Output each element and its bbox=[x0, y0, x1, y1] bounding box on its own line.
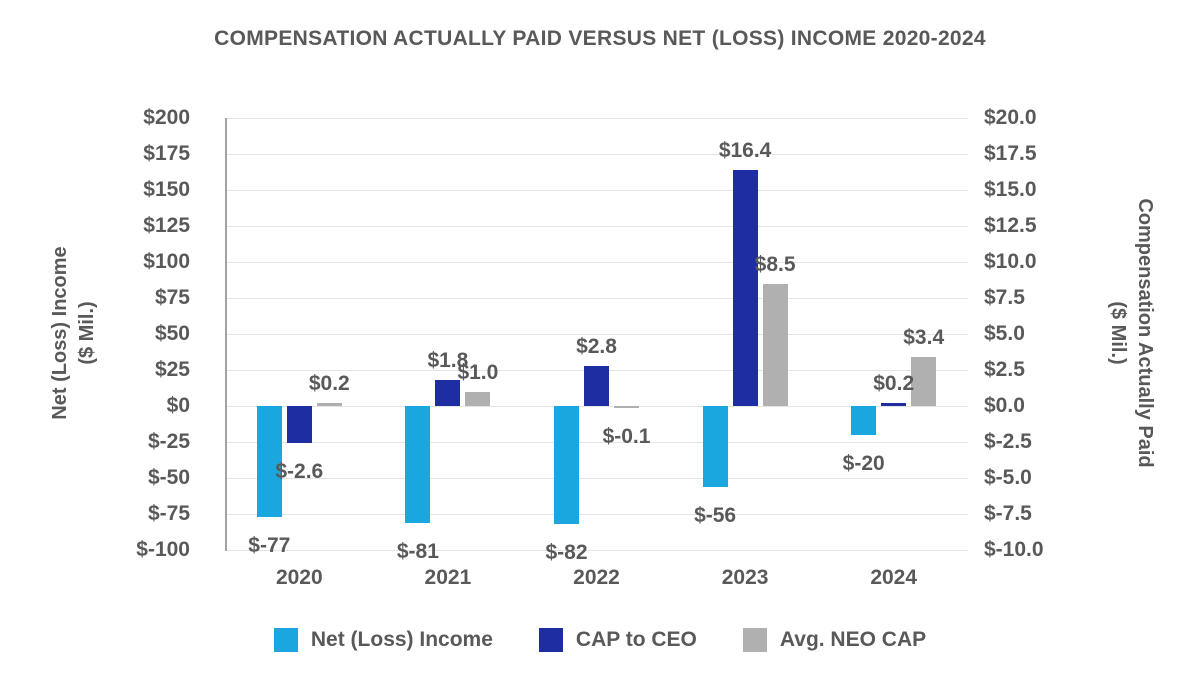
right-axis-tick-label: $12.5 bbox=[984, 214, 1037, 237]
left-axis-tick-label: $-50 bbox=[147, 466, 190, 489]
bar-value-label-avg-neo-cap-2020: $0.2 bbox=[308, 372, 350, 396]
left-axis-tick-label: $100 bbox=[143, 250, 190, 273]
left-axis-tick-label: $75 bbox=[154, 286, 190, 309]
bar-net-loss-income-2020 bbox=[256, 406, 282, 517]
bar-value-label-avg-neo-cap-2021: $1.0 bbox=[457, 360, 499, 384]
left-axis-tick-label: $200 bbox=[143, 106, 190, 129]
left-axis-tick-label: $0 bbox=[166, 394, 190, 417]
left-axis-tick-label: $150 bbox=[143, 178, 190, 201]
x-axis-label-2023: 2023 bbox=[721, 566, 769, 589]
gridline bbox=[225, 117, 968, 119]
right-axis-tick-label: $-2.5 bbox=[984, 430, 1032, 453]
right-axis-tick-label: $0.0 bbox=[984, 394, 1025, 417]
legend-item-net-loss-income: Net (Loss) Income bbox=[273, 628, 493, 652]
bar-value-label-cap-to-ceo-2024: $0.2 bbox=[873, 372, 915, 396]
bar-net-loss-income-2024 bbox=[851, 406, 877, 435]
right-axis-tick-label: $5.0 bbox=[984, 322, 1025, 345]
left-axis-tick-label: $-25 bbox=[147, 430, 190, 453]
right-axis-tick-label: $-7.5 bbox=[984, 502, 1032, 525]
right-axis-tick-label: $-5.0 bbox=[984, 466, 1032, 489]
bar-avg-neo-cap-2020 bbox=[316, 403, 342, 406]
bar-value-label-net-loss-income-2020: $-77 bbox=[248, 533, 291, 557]
x-axis-label-2020: 2020 bbox=[275, 566, 323, 589]
bar-value-label-cap-to-ceo-2022: $2.8 bbox=[576, 334, 617, 358]
bar-value-label-avg-neo-cap-2023: $8.5 bbox=[754, 252, 796, 276]
bar-value-label-net-loss-income-2024: $-20 bbox=[842, 451, 885, 475]
bar-avg-neo-cap-2024 bbox=[911, 357, 937, 406]
left-axis-tick-label: $175 bbox=[143, 142, 190, 165]
bar-avg-neo-cap-2021 bbox=[465, 391, 491, 406]
left-axis-tick-label: $-75 bbox=[147, 502, 190, 525]
bar-avg-neo-cap-2022 bbox=[614, 406, 639, 408]
gridline bbox=[225, 513, 968, 515]
x-axis-label-2021: 2021 bbox=[424, 566, 472, 589]
bar-value-label-avg-neo-cap-2024: $3.4 bbox=[903, 326, 945, 350]
gridline bbox=[225, 297, 968, 299]
bar-value-label-cap-to-ceo-2023: $16.4 bbox=[718, 138, 772, 162]
right-axis-tick-label: $10.0 bbox=[984, 250, 1037, 273]
right-axis-title-line1: Compensation Actually Paid bbox=[1134, 198, 1156, 468]
gridline bbox=[225, 261, 968, 263]
bar-net-loss-income-2021 bbox=[405, 406, 431, 523]
x-axis-label-2022: 2022 bbox=[573, 566, 620, 589]
legend-swatch-icon bbox=[742, 628, 767, 652]
bar-net-loss-income-2023 bbox=[702, 406, 728, 487]
gridline bbox=[225, 441, 968, 443]
bar-cap-to-ceo-2020 bbox=[286, 406, 312, 444]
right-axis-tick-label: $20.0 bbox=[984, 106, 1037, 129]
bar-cap-to-ceo-2021 bbox=[435, 380, 461, 406]
bar-value-label-net-loss-income-2022: $-82 bbox=[545, 541, 588, 565]
gridline bbox=[225, 225, 968, 227]
gridline bbox=[225, 153, 968, 155]
right-axis-tick-label: $17.5 bbox=[984, 142, 1037, 165]
left-axis-tick-label: $125 bbox=[143, 214, 190, 237]
left-axis-tick-label: $25 bbox=[154, 358, 190, 381]
bar-cap-to-ceo-2023 bbox=[732, 169, 758, 406]
legend-item-cap-to-ceo: CAP to CEO bbox=[538, 628, 697, 652]
x-axis-label-2024: 2024 bbox=[870, 566, 918, 589]
bar-value-label-net-loss-income-2021: $-81 bbox=[396, 539, 439, 563]
legend: Net (Loss) Income CAP to CEO Avg. NEO CAP bbox=[0, 626, 1200, 654]
bar-value-label-avg-neo-cap-2022: $-0.1 bbox=[602, 425, 651, 448]
bar-value-label-net-loss-income-2023: $-56 bbox=[694, 503, 737, 527]
left-axis-tick-label: $-100 bbox=[136, 538, 190, 561]
bar-cap-to-ceo-2024 bbox=[881, 403, 907, 406]
right-axis-tick-label: $15.0 bbox=[984, 178, 1037, 201]
gridline bbox=[225, 189, 968, 191]
right-axis-tick-label: $2.5 bbox=[984, 358, 1025, 381]
gridline bbox=[225, 477, 968, 479]
legend-item-avg-neo-cap: Avg. NEO CAP bbox=[742, 628, 927, 652]
bar-cap-to-ceo-2022 bbox=[584, 365, 609, 406]
gridline bbox=[225, 405, 968, 407]
gridline bbox=[225, 333, 968, 335]
legend-label: Net (Loss) Income bbox=[310, 628, 493, 651]
legend-swatch-icon bbox=[538, 628, 563, 652]
gridline bbox=[225, 549, 968, 551]
legend-swatch-icon bbox=[273, 628, 298, 652]
right-axis-tick-label: $-10.0 bbox=[984, 538, 1044, 561]
bar-value-label-cap-to-ceo-2020: $-2.6 bbox=[275, 460, 324, 484]
legend-label: Avg. NEO CAP bbox=[779, 628, 927, 651]
plot-area bbox=[225, 118, 970, 551]
bar-net-loss-income-2022 bbox=[554, 406, 579, 525]
chart-title: COMPENSATION ACTUALLY PAID VERSUS NET (L… bbox=[214, 27, 986, 50]
left-axis-tick-label: $50 bbox=[154, 322, 190, 345]
bar-avg-neo-cap-2023 bbox=[762, 283, 788, 406]
legend-label: CAP to CEO bbox=[575, 628, 697, 651]
bar-value-label-cap-to-ceo-2021: $1.8 bbox=[427, 349, 469, 373]
right-axis-tick-label: $7.5 bbox=[984, 286, 1025, 309]
